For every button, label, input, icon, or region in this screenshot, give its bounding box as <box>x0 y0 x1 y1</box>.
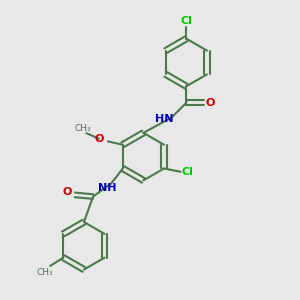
Text: O: O <box>206 98 215 108</box>
Text: O: O <box>94 134 104 144</box>
Text: HN: HN <box>155 114 173 124</box>
Text: CH₃: CH₃ <box>37 268 53 277</box>
Text: O: O <box>63 187 72 196</box>
Text: Cl: Cl <box>182 167 194 177</box>
Text: CH₃: CH₃ <box>74 124 91 133</box>
Text: NH: NH <box>98 183 116 193</box>
Text: Cl: Cl <box>180 16 192 26</box>
